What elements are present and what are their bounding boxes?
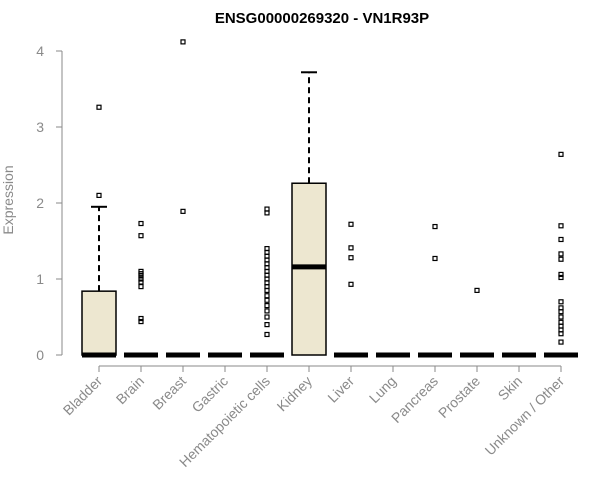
x-tick-label: Kidney <box>274 373 316 415</box>
x-tick-label: Bladder <box>60 373 106 419</box>
x-tick-label: Pancreas <box>388 373 441 426</box>
box-bladder <box>81 104 117 358</box>
chart-title: ENSG00000269320 - VN1R93P <box>215 10 429 27</box>
y-tick-label: 1 <box>36 271 44 287</box>
outlier-point <box>138 220 144 227</box>
outlier-point <box>558 223 564 229</box>
outlier-point <box>264 331 270 338</box>
box-hematopoietic-cells <box>250 206 284 358</box>
outlier-point <box>180 39 186 45</box>
x-tick-label: Breast <box>149 373 189 413</box>
outlier-point <box>264 303 270 309</box>
box-breast <box>166 39 200 358</box>
outlier-point <box>348 245 354 251</box>
box-pancreas <box>418 223 452 358</box>
y-tick-label: 0 <box>36 347 44 363</box>
outlier-point <box>558 274 564 281</box>
outlier-point <box>180 208 186 214</box>
box-kidney <box>291 71 327 356</box>
boxes-group <box>81 39 578 358</box>
x-tick-label: Liver <box>324 373 357 406</box>
box-iqr <box>81 290 117 356</box>
outlier-point <box>348 281 354 287</box>
x-tick-label: Skin <box>495 373 526 404</box>
y-axis-label: Expression <box>0 165 16 234</box>
outlier-point <box>138 315 144 322</box>
outlier-point <box>558 319 564 325</box>
outlier-point <box>264 314 270 320</box>
outlier-point <box>264 206 270 212</box>
outlier-point <box>348 255 354 261</box>
outlier-point <box>264 293 270 299</box>
y-tick-label: 4 <box>36 43 44 59</box>
outlier-point <box>138 268 144 274</box>
box-unknown-other <box>544 151 578 358</box>
x-tick-label: Prostate <box>435 373 483 421</box>
box-liver <box>334 221 368 358</box>
outlier-point <box>96 104 102 110</box>
outlier-point <box>96 192 102 198</box>
outlier-point <box>558 256 564 262</box>
outlier-point <box>558 236 564 243</box>
outlier-point <box>432 223 438 230</box>
x-tick-label: Brain <box>113 373 147 407</box>
outlier-point <box>138 279 144 285</box>
x-tick-label: Lung <box>366 373 399 406</box>
outlier-point <box>432 255 438 262</box>
outlier-point <box>558 251 564 257</box>
outlier-point <box>558 271 564 278</box>
outlier-point <box>558 314 564 320</box>
y-tick-label: 3 <box>36 119 44 135</box>
outlier-point <box>558 305 564 311</box>
outlier-point <box>138 233 144 239</box>
outlier-point <box>264 308 270 314</box>
outlier-point <box>264 322 270 328</box>
outlier-point <box>264 246 270 252</box>
outlier-point <box>558 299 564 305</box>
y-axis: 0 1 2 3 4 <box>36 43 63 363</box>
box-brain <box>124 220 158 358</box>
x-tick-label: Unknown / Other <box>482 373 568 459</box>
outlier-point <box>264 297 270 303</box>
outlier-point <box>348 221 354 227</box>
y-tick-label: 2 <box>36 195 44 211</box>
outlier-point <box>138 284 144 290</box>
outlier-point <box>138 276 144 282</box>
outlier-point <box>474 287 480 293</box>
outlier-point <box>558 151 564 157</box>
outlier-point <box>558 339 564 345</box>
outlier-point <box>138 318 144 325</box>
box-prostate <box>460 287 494 358</box>
